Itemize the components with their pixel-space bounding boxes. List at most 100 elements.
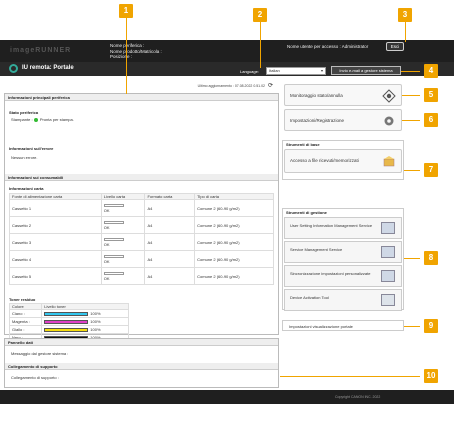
device-name-label: Nome periferica : [110,43,145,48]
language-select[interactable]: Italian ▾ [266,67,326,75]
printer-status-line: Stampante : Pronta per stampa. [11,117,74,122]
support-heading: Collegamento di supporto [5,363,278,370]
paper-level-bar [103,221,124,225]
callout-line [280,376,420,377]
paper-level: OK [100,250,146,268]
paper-source: Cassetto 3 [9,233,102,251]
status-heading: Stato periferica [9,110,39,115]
status-monitor-label: Monitoraggio stato/annulla [290,93,343,98]
settings-label: Impostazioni/Registrazione [290,118,345,123]
paper-type: Comune 2 (60-90 g/m2) [194,199,274,217]
table-row: Cassetto 3 OK A4 Comune 2 (60-90 g/m2) [9,233,274,251]
settings-button[interactable]: Impostazioni/Registrazione [284,109,402,131]
paper-table: Fonte di alimentazione carta Livello cart… [9,193,274,285]
portal-icon [9,64,18,73]
paper-size: A4 [144,233,196,251]
toner-level-bar [44,319,89,324]
paper-level-text: OK [103,259,110,264]
table-row: Giallo : 100% [8,325,129,334]
device-info-panel: Informazioni principali periferica Stato… [4,93,279,342]
user-info: Nome utente per accesso : Administrator [287,44,368,49]
paper-level: OK [100,216,146,234]
table-row: Cassetto 5 OK A4 Comune 2 (60-90 g/m2) [9,267,274,285]
callout-line [126,18,127,94]
box-icon [383,156,395,167]
basic-tools-heading: Strumenti di base [286,142,320,147]
gear-icon [384,116,394,126]
portal-settings-link[interactable]: Impostazioni visualizzazione portale [289,324,353,329]
table-row: Cassetto 4 OK A4 Comune 2 (60-90 g/m2) [9,250,274,268]
callout-3: 3 [398,8,412,22]
device-info: Nome periferica : Nome prodotto/Matricol… [110,43,162,60]
refresh-icon[interactable]: ⟳ [268,83,274,89]
user-value: Administrator [341,44,369,49]
status-monitor-button[interactable]: Monitoraggio stato/annulla [284,84,402,106]
logout-button[interactable]: Esci [386,42,404,51]
paper-level: OK [100,233,146,251]
window-icon [381,222,395,234]
paper-source: Cassetto 2 [9,216,102,234]
mailbox-label: Accesso a file ricevuti/memorizzati [290,158,359,163]
brand-logo: imageRUNNER [10,47,72,54]
paper-level: OK [100,199,146,217]
toner-table: Colore Livello toner Ciano :100% Magenta :… [8,303,129,342]
toner-level-bar [44,327,89,332]
mail-admin-button[interactable]: Invio e-mail a gestore sistema [331,66,401,75]
callout-line [405,22,406,42]
monitor-icon [382,89,396,103]
app-label: Sincronizzazione impostazioni personaliz… [290,271,371,276]
app-label: Device Activation Tool [290,295,329,300]
app-button-sync[interactable]: Sincronizzazione impostazioni personaliz… [284,265,402,287]
paper-size: A4 [144,199,196,217]
printer-status: Pronta per stampa. [39,117,74,122]
table-row: Ciano : 100% [8,309,129,318]
callout-4: 4 [424,64,438,78]
paper-level-text: OK [103,225,110,230]
window-icon [381,270,395,282]
no-errors-text: Nessun errore. [11,155,38,160]
paper-source: Cassetto 4 [9,250,102,268]
callout-5: 5 [424,88,438,102]
support-text: Collegamento di supporto : [11,375,59,380]
paper-type: Comune 2 (60-90 g/m2) [194,233,274,251]
device-info-heading: Informazioni principali periferica [5,94,278,101]
paper-source: Cassetto 5 [9,267,102,285]
paper-level-bar [103,272,124,276]
app-button-service-mgmt[interactable]: Service Management Service [284,241,402,263]
tool-icon [381,294,395,306]
printer-label: Stampante : [11,117,33,122]
footer-bar [0,390,454,404]
paper-source: Cassetto 1 [9,199,102,217]
paper-level-bar [103,238,124,242]
paper-size: A4 [144,250,196,268]
mailbox-button[interactable]: Accesso a file ricevuti/memorizzati [284,149,402,173]
toner-level-cell: 100% [41,309,129,318]
consumables-heading: Informazioni sui consumabili [5,174,278,181]
toner-level-text: 100% [90,335,100,340]
callout-10: 10 [424,369,438,383]
app-button-user-setting[interactable]: User Setting Information Management Serv… [284,217,402,239]
callout-line [401,71,420,72]
paper-type: Comune 2 (60-90 g/m2) [194,250,274,268]
toner-color: Magenta : [8,317,43,326]
portal-settings-link-box: Impostazioni visualizzazione portale [282,320,404,331]
paper-level-text: OK [103,276,110,281]
toner-level-bar [44,311,89,316]
toner-level-text: 100% [90,311,101,316]
page-title: IU remota: Portale [22,65,74,71]
top-header-bar [0,40,454,62]
app-button-activation[interactable]: Device Activation Tool [284,289,402,311]
toner-level-cell: 100% [41,317,129,326]
table-row: Cassetto 1 OK A4 Comune 2 (60-90 g/m2) [9,199,274,217]
toner-level-cell: 100% [41,325,129,334]
app-label: Service Management Service [290,247,343,252]
callout-2: 2 [253,8,267,22]
toner-heading: Toner residuo [9,297,36,302]
callout-6: 6 [424,113,438,127]
device-model-label: Nome prodotto/Matricola : [110,48,162,54]
callout-line [404,326,420,327]
paper-level-bar [103,255,124,259]
paper-level-text: OK [103,208,110,213]
location-label: Posizione : [110,54,133,59]
user-label: Nome utente per accesso : [287,44,341,49]
